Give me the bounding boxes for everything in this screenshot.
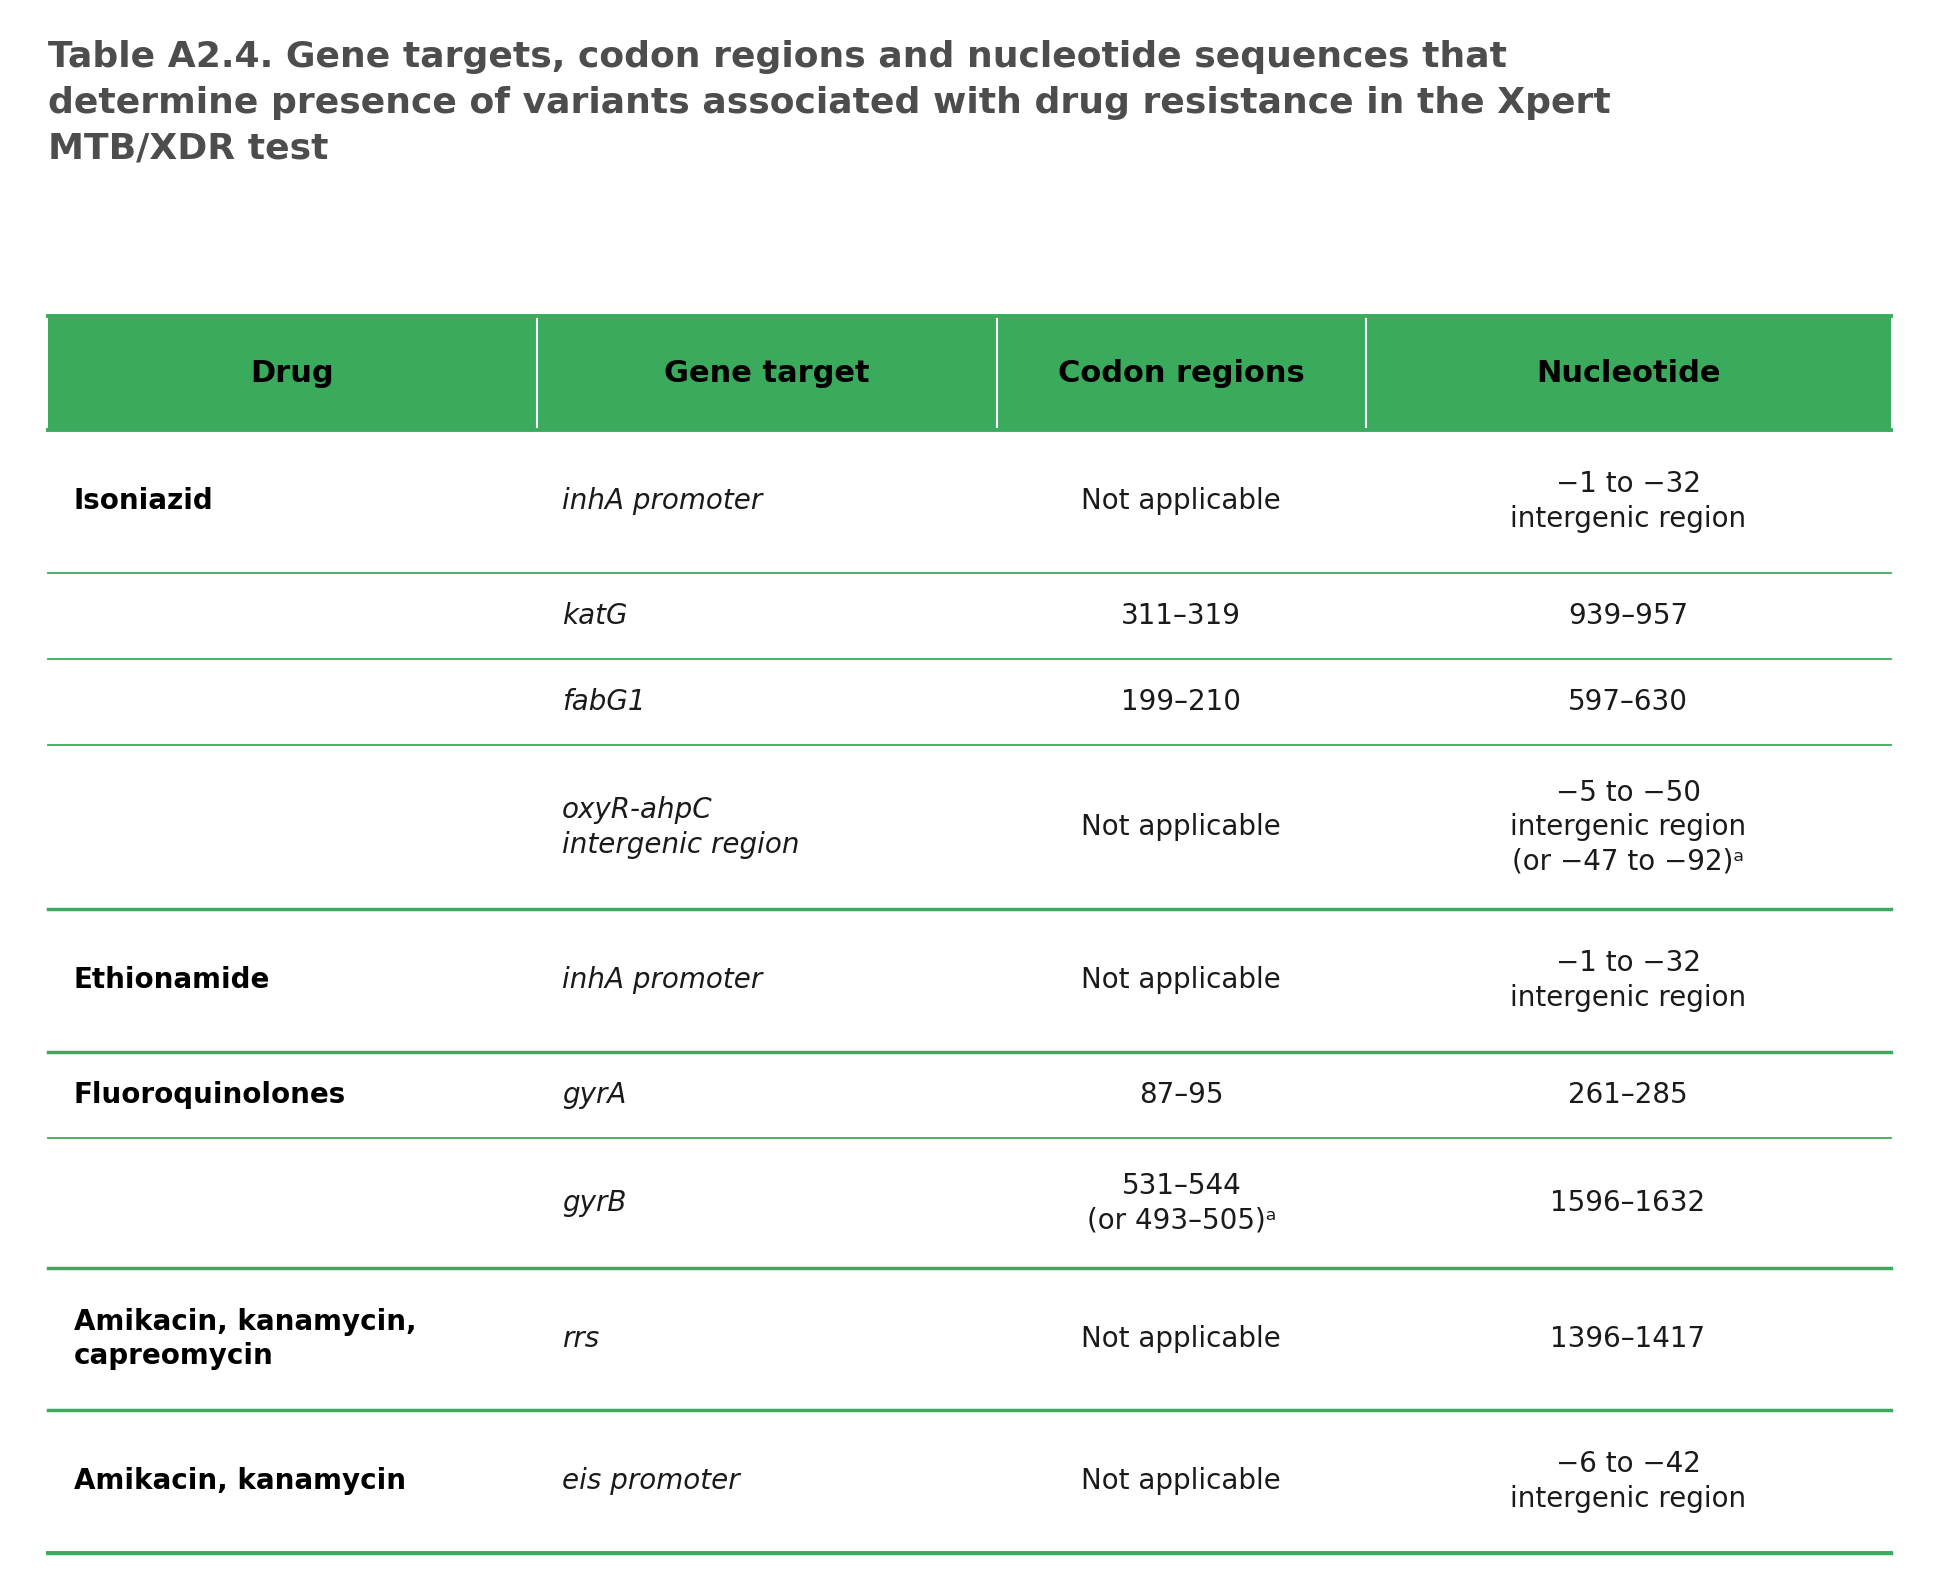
- Text: Isoniazid: Isoniazid: [74, 487, 213, 515]
- Text: Nucleotide: Nucleotide: [1536, 359, 1720, 387]
- Text: inhA promoter: inhA promoter: [562, 966, 762, 994]
- Text: Codon regions: Codon regions: [1059, 359, 1305, 387]
- Text: Amikacin, kanamycin,
capreomycin: Amikacin, kanamycin, capreomycin: [74, 1307, 417, 1371]
- Text: Ethionamide: Ethionamide: [74, 966, 270, 994]
- Text: rrs: rrs: [562, 1325, 599, 1353]
- Text: 87–95: 87–95: [1138, 1081, 1224, 1108]
- Text: Table A2.4. Gene targets, codon regions and nucleotide sequences that
determine : Table A2.4. Gene targets, codon regions …: [48, 40, 1611, 166]
- Text: inhA promoter: inhA promoter: [562, 487, 762, 515]
- Text: −1 to −32
intergenic region: −1 to −32 intergenic region: [1510, 949, 1747, 1012]
- Text: Not applicable: Not applicable: [1082, 813, 1282, 841]
- Text: fabG1: fabG1: [562, 688, 646, 716]
- Text: eis promoter: eis promoter: [562, 1467, 739, 1496]
- Text: gyrB: gyrB: [562, 1189, 626, 1217]
- Bar: [48, 316, 1891, 430]
- Text: 311–319: 311–319: [1121, 602, 1241, 629]
- Text: Not applicable: Not applicable: [1082, 1325, 1282, 1353]
- Text: Amikacin, kanamycin: Amikacin, kanamycin: [74, 1467, 405, 1496]
- Text: 1596–1632: 1596–1632: [1551, 1189, 1706, 1217]
- Text: 597–630: 597–630: [1569, 688, 1689, 716]
- Text: Fluoroquinolones: Fluoroquinolones: [74, 1081, 345, 1108]
- Text: oxyR-ahpC
intergenic region: oxyR-ahpC intergenic region: [562, 795, 799, 858]
- Text: Gene target: Gene target: [663, 359, 871, 387]
- Text: gyrA: gyrA: [562, 1081, 626, 1108]
- Text: katG: katG: [562, 602, 628, 629]
- Text: Not applicable: Not applicable: [1082, 487, 1282, 515]
- Text: −5 to −50
intergenic region
(or −47 to −92)ᵃ: −5 to −50 intergenic region (or −47 to −…: [1510, 778, 1747, 876]
- Text: Drug: Drug: [250, 359, 334, 387]
- Text: Not applicable: Not applicable: [1082, 1467, 1282, 1496]
- Text: −6 to −42
intergenic region: −6 to −42 intergenic region: [1510, 1450, 1747, 1513]
- Text: 261–285: 261–285: [1569, 1081, 1687, 1108]
- Text: 1396–1417: 1396–1417: [1551, 1325, 1706, 1353]
- Text: 939–957: 939–957: [1569, 602, 1689, 629]
- Text: 531–544
(or 493–505)ᵃ: 531–544 (or 493–505)ᵃ: [1086, 1172, 1276, 1235]
- Text: 199–210: 199–210: [1121, 688, 1241, 716]
- Text: Not applicable: Not applicable: [1082, 966, 1282, 994]
- Text: −1 to −32
intergenic region: −1 to −32 intergenic region: [1510, 470, 1747, 533]
